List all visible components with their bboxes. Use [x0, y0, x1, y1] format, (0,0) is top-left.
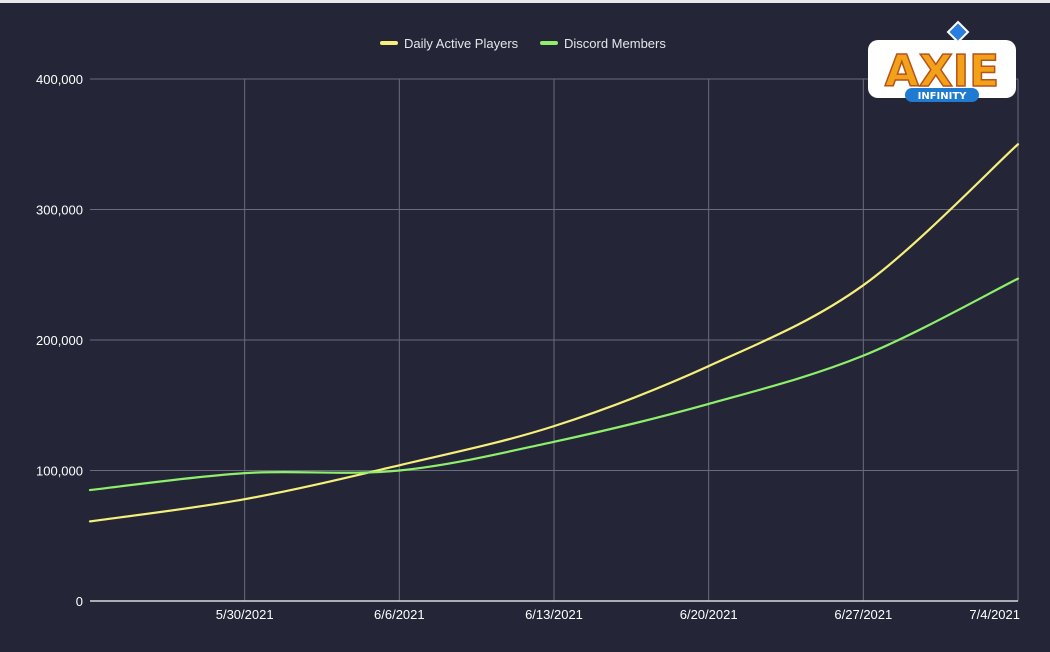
- legend-label: Daily Active Players: [404, 36, 519, 51]
- y-tick-label: 100,000: [36, 464, 83, 479]
- diamond-icon: [946, 20, 970, 44]
- legend-label: Discord Members: [564, 36, 666, 51]
- y-tick-label: 400,000: [36, 72, 83, 87]
- grid: [90, 78, 1019, 601]
- x-tick-label: 6/27/2021: [834, 607, 892, 622]
- axie-infinity-logo: AXIE INFINITY: [868, 20, 1016, 102]
- y-tick-label: 300,000: [36, 203, 83, 218]
- logo-sub-text: INFINITY: [918, 91, 968, 102]
- logo-ribbon: [905, 88, 979, 102]
- y-tick-label: 200,000: [36, 333, 83, 348]
- x-tick-label: 6/20/2021: [680, 607, 738, 622]
- x-tick-label: 5/30/2021: [216, 607, 274, 622]
- top-border: [0, 0, 1050, 3]
- series-line-discord-members: [88, 277, 1020, 492]
- x-tick-label: 6/6/2021: [374, 607, 425, 622]
- logo-backdrop: [868, 40, 1016, 98]
- axes: 0 100,000 200,000 300,000 400,000 5/30/2021 6/…: [36, 72, 1020, 622]
- series-line-daily-active-players: [88, 143, 1020, 523]
- x-tick-label: 6/13/2021: [525, 607, 583, 622]
- y-tick-label: 0: [76, 594, 83, 609]
- series-lines: [88, 143, 1020, 523]
- x-tick-label: 7/4/2021: [969, 607, 1020, 622]
- legend: Daily Active Players Discord Members: [380, 36, 666, 51]
